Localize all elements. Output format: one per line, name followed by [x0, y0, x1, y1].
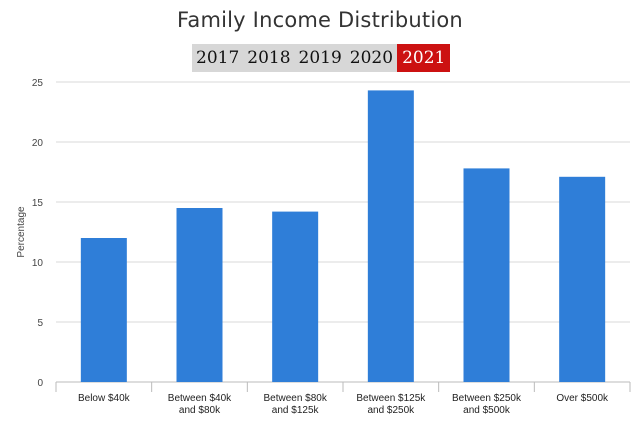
y-axis-label: Percentage — [16, 206, 27, 258]
year-selector: 2017 2018 2019 2020 2021 — [192, 44, 451, 72]
year-tab-2019[interactable]: 2019 — [298, 48, 342, 68]
x-tick-label: Below $40k — [78, 393, 131, 404]
y-tick-label: 5 — [37, 318, 43, 329]
bar[interactable] — [463, 168, 510, 382]
bar[interactable] — [559, 176, 606, 382]
axes: 0 5 10 15 20 25 Below $40k Between $40k and $80k… — [32, 78, 631, 416]
x-tick-label: Between $80k and $125k — [263, 393, 327, 416]
x-tick-label: Between $125k and $250k — [356, 393, 426, 416]
year-tab-2021[interactable]: 2021 — [397, 44, 451, 72]
bar[interactable] — [80, 238, 127, 382]
y-tick-label: 20 — [32, 138, 44, 149]
x-tick-label: Between $40k and $80k — [168, 393, 232, 416]
y-tick-label: 10 — [32, 258, 44, 269]
bar[interactable] — [272, 211, 319, 382]
chart-title: Family Income Distribution — [177, 8, 463, 32]
bar[interactable] — [176, 208, 223, 382]
year-tab-2018[interactable]: 2018 — [247, 48, 291, 68]
year-tab-2017[interactable]: 2017 — [196, 48, 240, 68]
y-tick-label: 0 — [37, 378, 43, 389]
year-tab-2020[interactable]: 2020 — [349, 48, 394, 68]
bar[interactable] — [367, 90, 414, 383]
y-tick-label: 25 — [32, 78, 44, 89]
gridlines — [56, 81, 630, 383]
x-tick-label: Over $500k — [556, 393, 609, 404]
bars — [80, 90, 606, 383]
x-tick-label: Between $250k and $500k — [452, 393, 522, 416]
y-tick-label: 15 — [32, 198, 44, 209]
